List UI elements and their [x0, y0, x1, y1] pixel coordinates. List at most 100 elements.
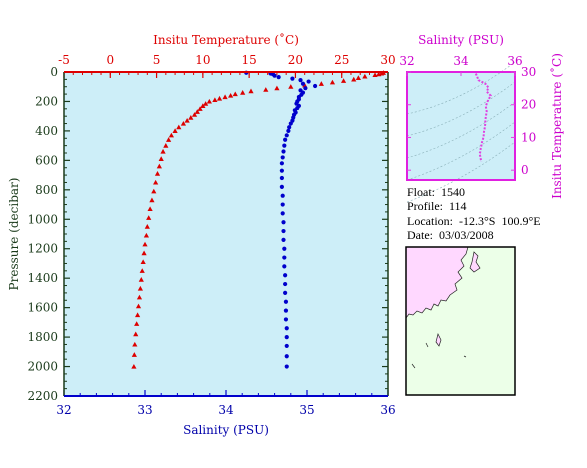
temperature-point [184, 118, 190, 123]
ts-salinity-tick-label: 36 [507, 54, 522, 68]
salinity-point [276, 75, 281, 80]
isopycnal-line [406, 81, 516, 137]
ts-right-axis-title: Insitu Temperature (˚C) [549, 53, 564, 199]
pressure-tick-label: 1400 [27, 271, 58, 285]
temperature-point [153, 179, 159, 185]
temperature-point [355, 75, 361, 80]
temperature-point [142, 241, 148, 247]
temperature-point [248, 88, 254, 94]
salinity-tick-label: 34 [218, 403, 234, 417]
temperature-point [158, 156, 164, 161]
salinity-tick-label: 32 [56, 403, 71, 417]
salinity-point [303, 86, 308, 91]
salinity-point [281, 220, 286, 225]
salinity-tick-label: 36 [380, 403, 395, 417]
salinity-point [287, 125, 292, 130]
salinity-point [283, 308, 289, 313]
top-axis-title: Insitu Temperature (˚C) [153, 32, 299, 47]
ts-temperature-tick-label: 10 [521, 130, 536, 144]
salinity-point [282, 264, 287, 269]
salinity-point [284, 343, 289, 349]
salinity-point [279, 168, 284, 173]
temperature-point [140, 259, 146, 265]
temperature-series [131, 70, 386, 369]
ts-curve [474, 73, 492, 162]
profile-date: Date: 03/03/2008 [407, 228, 494, 242]
ts-inset-background [407, 72, 515, 180]
temperature-point [147, 206, 153, 212]
salinity-point [282, 255, 287, 260]
isopycnal-line [406, 61, 516, 115]
salinity-point [284, 326, 289, 331]
temperature-point [362, 73, 368, 79]
pressure-tick-label: 1000 [27, 212, 58, 226]
salinity-point [281, 149, 286, 154]
pressure-tick-label: 1600 [27, 301, 58, 315]
salinity-point [286, 128, 291, 134]
temperature-point [139, 268, 145, 273]
salinity-point [280, 193, 285, 198]
ts-inset-ticks: 32 34 36 0 10 20 30 [399, 54, 536, 177]
pressure-tick-label: 200 [35, 94, 58, 108]
pressure-tick-label: 1800 [27, 330, 58, 344]
salinity-point [282, 246, 287, 251]
temperature-point [146, 215, 152, 220]
temperature-tick-label: 10 [195, 53, 210, 67]
temperature-point [206, 98, 212, 104]
ts-temperature-tick-label: 30 [521, 65, 536, 79]
ts-salinity-tick-label: 34 [453, 54, 469, 68]
main-plot-ticks: 0200400600800100012001400160018002000220… [27, 53, 395, 417]
temperature-point [372, 72, 378, 78]
temperature-point [131, 352, 137, 357]
temperature-tick-label: 15 [242, 53, 257, 67]
pressure-tick-label: 2000 [27, 360, 58, 374]
temperature-tick-label: 30 [380, 53, 395, 67]
ts-inset-plot: 32 34 36 0 10 20 30 Salinity (PSU) Insitu Temp… [399, 33, 564, 203]
salinity-point [290, 76, 295, 81]
temperature-point [132, 341, 138, 347]
profile-number: Profile: 114 [407, 199, 467, 213]
ts-salinity-tick-label: 32 [399, 54, 414, 68]
salinity-point [280, 155, 285, 160]
temperature-point [136, 294, 143, 300]
salinity-tick-label: 35 [299, 403, 314, 417]
salinity-point [283, 273, 288, 278]
salinity-point [284, 354, 289, 359]
temperature-tick-label: -5 [58, 53, 70, 67]
map-frame [405, 246, 516, 396]
temperature-point [340, 78, 347, 83]
temperature-point [149, 197, 155, 203]
salinity-tick-label: 33 [137, 403, 152, 417]
temperature-point [131, 363, 137, 369]
salinity-point [283, 290, 288, 296]
salinity-point [279, 184, 284, 189]
pressure-tick-label: 400 [35, 124, 58, 138]
salinity-point [284, 334, 289, 340]
main-plot-background [64, 72, 388, 396]
ts-isopycnals [406, 61, 516, 203]
salinity-point [306, 79, 311, 84]
temperature-point [138, 277, 144, 282]
temperature-tick-label: 5 [153, 53, 161, 67]
temperature-point [212, 97, 218, 103]
float-location: Location: -12.3°S 100.9°E [407, 214, 541, 228]
salinity-point [283, 137, 288, 142]
temperature-point [141, 250, 147, 256]
location-map [405, 246, 516, 396]
temperature-point [163, 143, 169, 148]
salinity-point [288, 121, 293, 126]
temperature-point [288, 84, 294, 89]
salinity-point [313, 83, 318, 89]
temperature-point [135, 303, 142, 309]
float-number: Float: 1540 [407, 185, 466, 199]
bottom-axis-title: Salinity (PSU) [183, 423, 269, 437]
temperature-point [191, 112, 198, 117]
pressure-tick-label: 1200 [27, 242, 58, 256]
pressure-tick-label: 800 [35, 183, 58, 197]
temperature-point [144, 224, 150, 229]
temperature-point [200, 103, 206, 108]
temperature-point [376, 71, 382, 77]
isopycnal-line [406, 101, 516, 159]
main-profile-plot: 0200400600800100012001400160018002000220… [7, 32, 396, 437]
